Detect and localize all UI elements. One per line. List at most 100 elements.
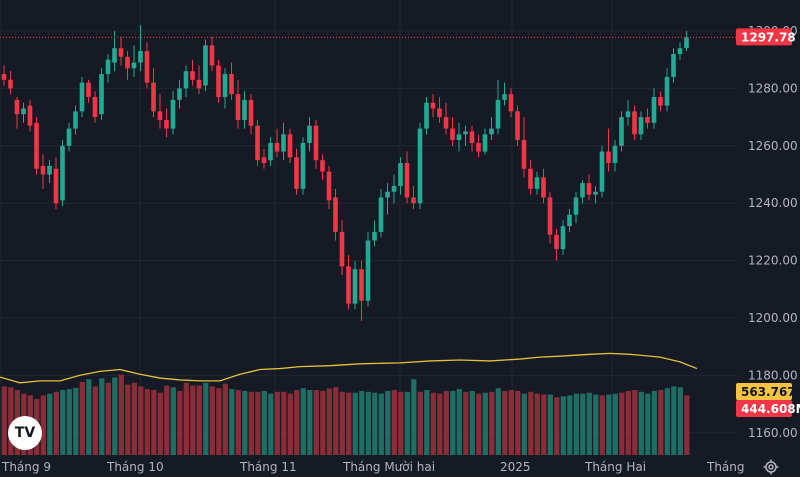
candle-body [99, 74, 104, 115]
volume-bar [430, 392, 436, 455]
candle-body [1, 74, 7, 80]
volume-bar [495, 388, 501, 455]
volume-bar [248, 391, 254, 455]
volume-bar [541, 394, 547, 455]
candle-body [60, 145, 65, 201]
volume-bar [424, 390, 430, 455]
price-axis[interactable]: 1160.00 1180.00 1200.00 1220.00 1240.00 1260.… [748, 24, 798, 440]
candle-body [612, 145, 618, 164]
candle-body [34, 122, 39, 169]
candle-body [515, 111, 520, 141]
volume-badge: 444.608M [741, 402, 800, 416]
volume-bar [469, 390, 475, 455]
time-axis[interactable]: Tháng 9 Tháng 10 Tháng 11 Tháng Mười hai 202… [1, 460, 745, 474]
candle-body [528, 168, 533, 189]
candle-body [684, 37, 689, 49]
price-badges: 1297.78 563.767M 444.608M [736, 28, 800, 417]
candle-body [229, 74, 234, 95]
candle-body [274, 142, 280, 152]
volume-bar [216, 388, 222, 455]
volume-bar [489, 391, 495, 455]
candle-body [216, 65, 221, 98]
volume-bar [632, 390, 638, 455]
candle-body [424, 102, 429, 129]
candle-body [235, 94, 241, 120]
volume-bar [157, 392, 163, 455]
candle-body [138, 51, 143, 63]
volume-bar [131, 382, 137, 455]
volume-bar [261, 390, 267, 455]
volume-bar [482, 392, 488, 455]
volume-bar [625, 390, 631, 455]
volume-bars [1, 374, 690, 455]
volume-bar [1, 386, 7, 455]
candle-body [476, 142, 481, 152]
time-label: 2025 [500, 460, 531, 474]
candle-body [359, 269, 364, 301]
candle-body [463, 131, 468, 135]
candle-body [489, 128, 494, 135]
candle-body [300, 142, 306, 189]
candle-body [671, 53, 676, 77]
candle-body [625, 111, 631, 118]
tradingview-logo: TV [8, 416, 42, 450]
price-tick: 1200.00 [748, 311, 798, 325]
volume-bar [170, 387, 176, 455]
candle-body [151, 82, 156, 112]
candle-body [677, 48, 683, 54]
candle-body [307, 125, 312, 143]
volume-bar [73, 387, 79, 455]
candle-body [586, 183, 592, 195]
candle-body [521, 140, 527, 169]
candle-body [190, 71, 195, 80]
time-label: Tháng Hai [584, 460, 646, 474]
candle-body [580, 183, 585, 198]
volume-bar [118, 374, 124, 455]
volume-bar [638, 391, 644, 455]
candle-body [125, 56, 130, 69]
volume-bar [502, 390, 508, 455]
candle-body [645, 117, 650, 123]
candle-body [638, 117, 644, 135]
volume-bar [333, 387, 339, 455]
candle-body [339, 231, 345, 267]
candle-body [203, 45, 208, 86]
candle-body [177, 88, 182, 100]
volume-bar [229, 389, 235, 455]
candle-body [398, 163, 403, 186]
gear-icon[interactable] [763, 459, 779, 475]
candle-body [567, 214, 572, 227]
price-tick: 1240.00 [748, 196, 798, 210]
volume-bar [138, 386, 144, 455]
price-tick: 1180.00 [748, 368, 798, 382]
volume-bar [580, 393, 586, 455]
volume-bar [268, 393, 274, 455]
volume-bar [300, 388, 306, 455]
volume-bar [606, 394, 612, 455]
candle-body [73, 111, 78, 129]
volume-bar [8, 387, 14, 455]
volume-bar [391, 390, 397, 455]
candle-body [255, 125, 260, 161]
candle-body [391, 185, 397, 192]
candle-body [443, 117, 449, 129]
candle-body [554, 234, 559, 250]
candle-body [352, 269, 358, 304]
volume-bar [281, 391, 287, 455]
volume-bar [99, 378, 105, 455]
volume-bar [567, 395, 573, 455]
volume-bar [677, 387, 683, 455]
candle-body [573, 197, 579, 215]
candle-body [170, 99, 176, 129]
volume-ma-line [0, 352, 698, 384]
candle-body [469, 131, 475, 143]
volume-ma-badge: 563.767M [741, 385, 800, 399]
volume-badge-box [736, 400, 792, 417]
volume-bar [378, 393, 384, 455]
volume-bar [645, 393, 651, 455]
volume-ma-badge-box [736, 383, 792, 400]
candle-body [14, 99, 20, 115]
candle-body [326, 171, 332, 201]
candle-body [365, 240, 371, 301]
